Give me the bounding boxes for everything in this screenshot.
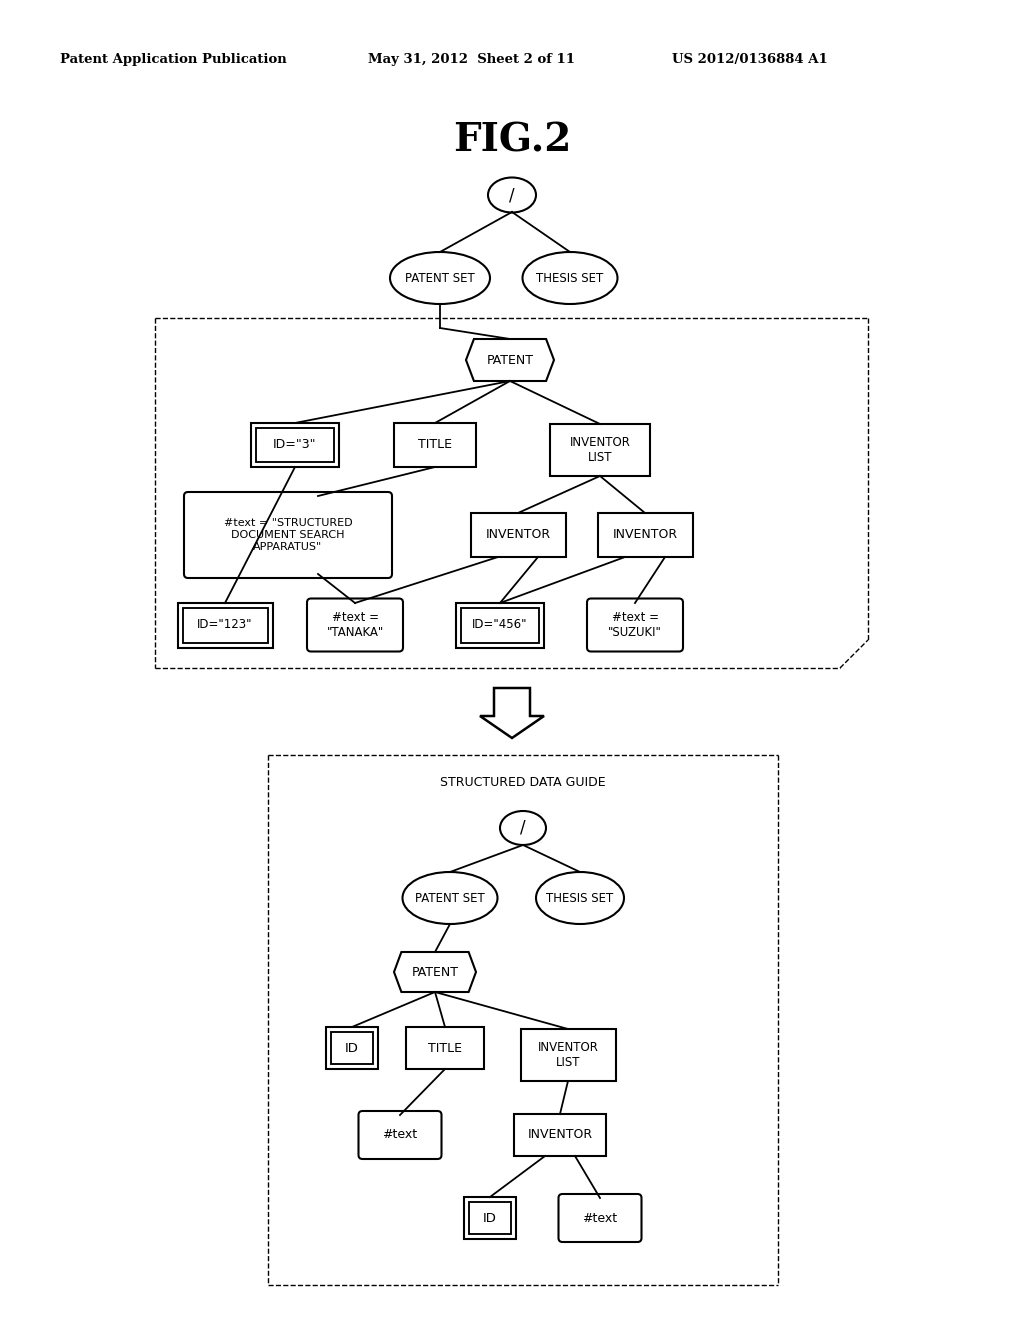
Bar [256, 428, 334, 462]
Text: #text =
"SUZUKI": #text = "SUZUKI" [608, 611, 662, 639]
Text: INVENTOR
LIST: INVENTOR LIST [569, 436, 631, 465]
Text: US 2012/0136884 A1: US 2012/0136884 A1 [672, 54, 827, 66]
Text: TITLE: TITLE [428, 1041, 462, 1055]
Text: ID="3": ID="3" [273, 438, 316, 451]
Text: ID: ID [483, 1212, 497, 1225]
Text: ID="123": ID="123" [198, 619, 253, 631]
Bar [470, 513, 565, 557]
Text: THESIS SET: THESIS SET [537, 272, 603, 285]
Bar [514, 1114, 606, 1156]
Bar [456, 602, 544, 648]
Bar [597, 513, 692, 557]
Text: ID="456": ID="456" [472, 619, 527, 631]
Text: INVENTOR: INVENTOR [527, 1129, 593, 1142]
Text: STRUCTURED DATA GUIDE: STRUCTURED DATA GUIDE [440, 776, 606, 788]
Bar [550, 424, 650, 477]
Bar [326, 1027, 378, 1069]
Bar [394, 422, 476, 467]
Bar [331, 1032, 373, 1064]
Text: TITLE: TITLE [418, 438, 452, 451]
Bar [461, 607, 539, 643]
Text: /: / [520, 818, 525, 837]
Text: INVENTOR: INVENTOR [485, 528, 551, 541]
Text: #text = "STRUCTURED
DOCUMENT SEARCH
APPARATUS": #text = "STRUCTURED DOCUMENT SEARCH APPA… [223, 519, 352, 552]
Text: May 31, 2012  Sheet 2 of 11: May 31, 2012 Sheet 2 of 11 [368, 54, 575, 66]
Bar [520, 1030, 615, 1081]
Text: #text: #text [382, 1129, 418, 1142]
Bar [182, 607, 267, 643]
Polygon shape [480, 688, 544, 738]
Text: #text =
"TANAKA": #text = "TANAKA" [327, 611, 384, 639]
Bar [406, 1027, 484, 1069]
Text: FIG.2: FIG.2 [453, 121, 571, 158]
Bar [251, 422, 339, 467]
Bar [469, 1203, 511, 1234]
Bar [177, 602, 272, 648]
Text: THESIS SET: THESIS SET [547, 891, 613, 904]
Text: PATENT SET: PATENT SET [415, 891, 485, 904]
Text: ID: ID [345, 1041, 359, 1055]
Bar [464, 1197, 516, 1239]
Text: /: / [509, 186, 515, 205]
Text: #text: #text [583, 1212, 617, 1225]
Text: PATENT: PATENT [486, 354, 534, 367]
Text: INVENTOR: INVENTOR [612, 528, 678, 541]
Text: Patent Application Publication: Patent Application Publication [60, 54, 287, 66]
Text: PATENT SET: PATENT SET [406, 272, 475, 285]
Text: INVENTOR
LIST: INVENTOR LIST [538, 1041, 598, 1069]
Text: PATENT: PATENT [412, 965, 459, 978]
